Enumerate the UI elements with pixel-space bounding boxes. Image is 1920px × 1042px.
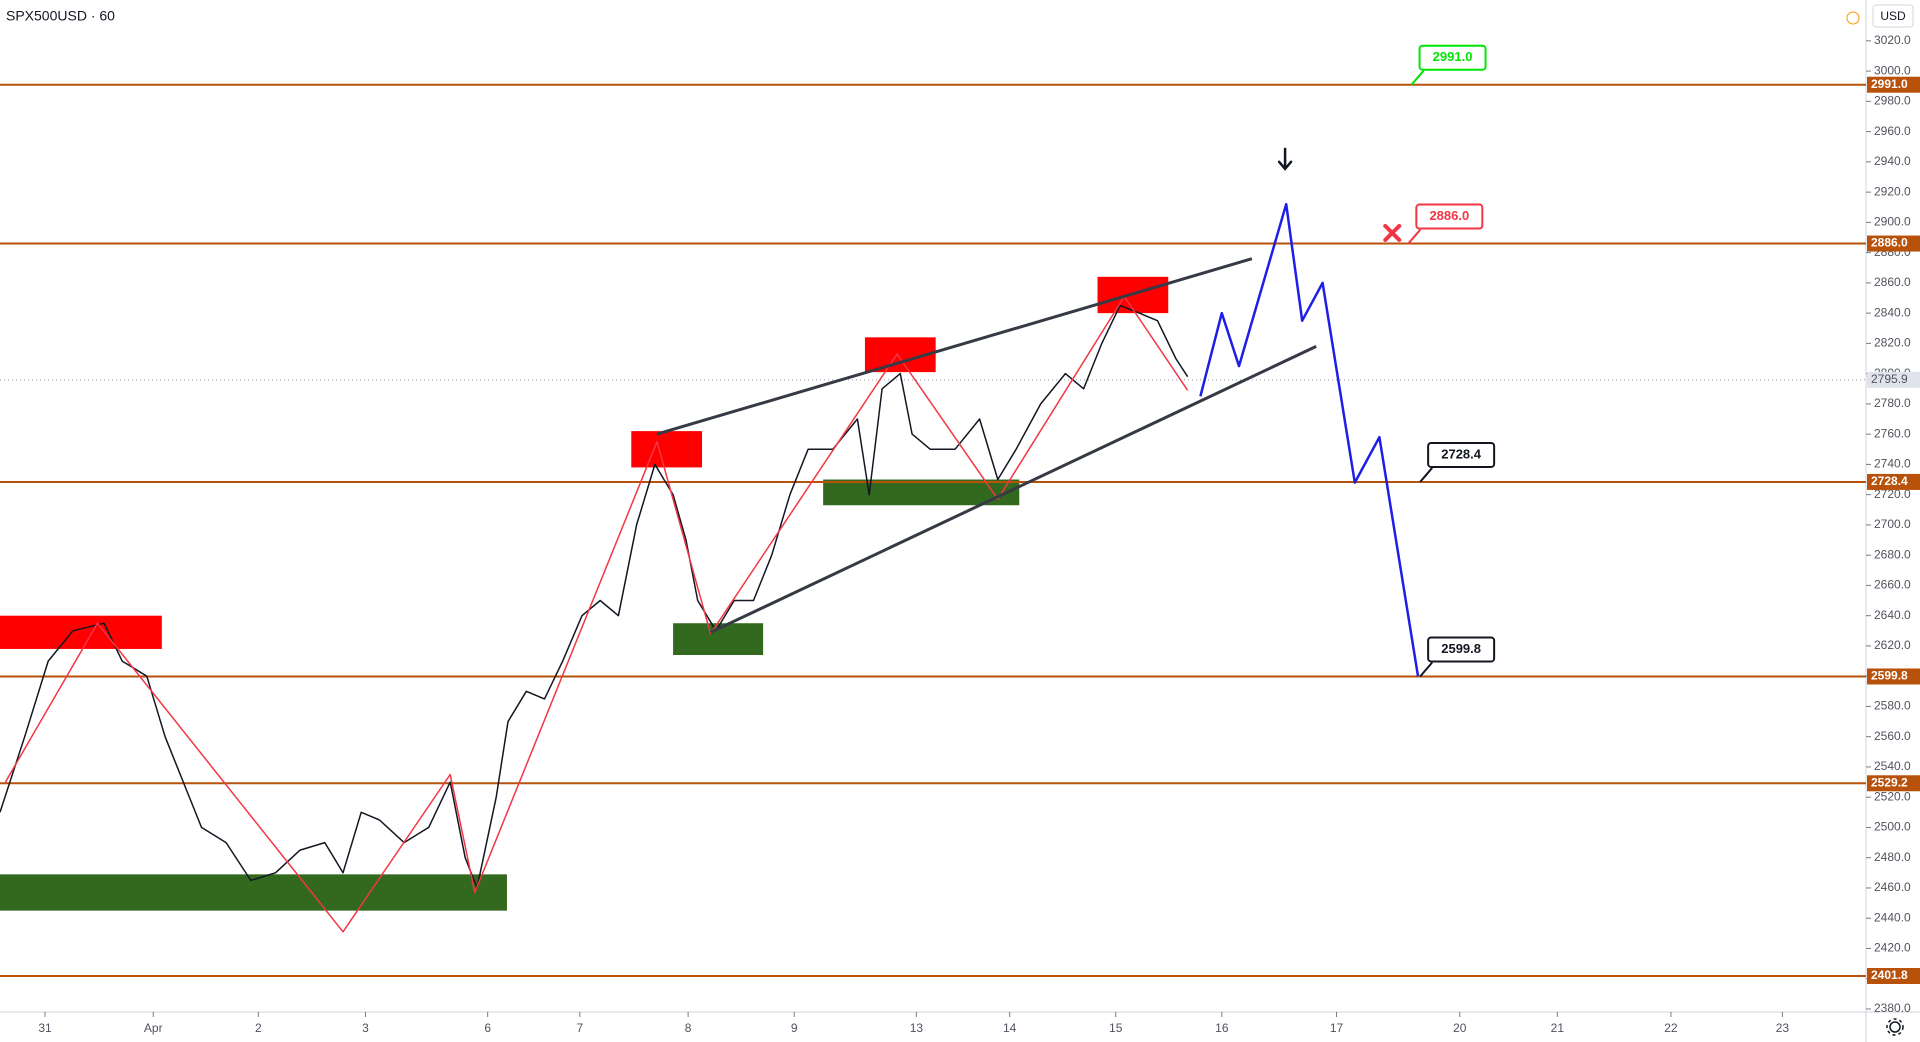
cross-marker (1383, 223, 1402, 242)
y-tick-label: 2980.0 (1874, 94, 1911, 108)
currency: USD (1880, 9, 1906, 23)
zone (0, 874, 507, 911)
y-tick-label: 2640.0 (1874, 608, 1911, 622)
callout-box (1418, 44, 1487, 71)
x-tick-label: Apr (144, 1021, 163, 1035)
x-tick-label: 22 (1664, 1021, 1678, 1035)
y-tick-label: 2660.0 (1874, 578, 1911, 592)
y-tick-label: 2440.0 (1874, 910, 1911, 924)
currency-box[interactable] (1872, 4, 1914, 28)
y-tick-label: 2900.0 (1874, 215, 1911, 229)
overlay: 2991.0 2886.0 2728.4 2599.8 (4, 44, 1496, 933)
x-tick-label: 13 (910, 1021, 924, 1035)
x-tick-label: 14 (1003, 1021, 1017, 1035)
callout-pointer (1419, 467, 1433, 483)
x-tick-label: 2 (255, 1021, 262, 1035)
callout-pointer (1407, 228, 1422, 245)
callout-box (1427, 636, 1496, 663)
y-tick-label: 2540.0 (1874, 759, 1911, 773)
y-tick-label: 2460.0 (1874, 880, 1911, 894)
callout-label: 2886.0 (1429, 208, 1469, 223)
zigzag-line (4, 295, 1189, 933)
current-price-label: 2795.9 (1871, 372, 1908, 386)
x-tick-label: 15 (1109, 1021, 1123, 1035)
projection-line (1199, 202, 1420, 677)
x-tick-label: 6 (484, 1021, 491, 1035)
level-axis-label: 2991.0 (1871, 77, 1908, 91)
level-axis-box (1867, 473, 1920, 490)
level-axis-box (1867, 76, 1920, 93)
y-tick-label: 2560.0 (1874, 729, 1911, 743)
arrow-marker (1277, 147, 1293, 171)
channel-line (656, 257, 1253, 436)
axes: 3020.0 3000.0 2980.0 2960.0 2940.0 2920.0 2900… (38, 33, 1920, 1035)
x-tick-label: 9 (791, 1021, 798, 1035)
zone (631, 431, 703, 468)
x-tick-label: 23 (1776, 1021, 1790, 1035)
x-tick-label: 3 (362, 1021, 369, 1035)
current-price-box (1867, 371, 1920, 388)
level-axis-label: 2728.4 (1871, 474, 1908, 488)
y-tick-label: 2680.0 (1874, 547, 1911, 561)
y-tick-label: 2940.0 (1874, 154, 1911, 168)
callout-pointer (1419, 661, 1433, 678)
level-axis-box (1867, 668, 1920, 685)
y-tick-label: 2500.0 (1874, 820, 1911, 834)
channel-line (709, 345, 1317, 634)
y-tick-label: 2960.0 (1874, 124, 1911, 138)
alert-icon[interactable] (1846, 11, 1860, 25)
y-tick-label: 2420.0 (1874, 941, 1911, 955)
x-tick-label: 20 (1453, 1021, 1467, 1035)
x-tick-label: 16 (1215, 1021, 1229, 1035)
y-tick-label: 2480.0 (1874, 850, 1911, 864)
x-tick-label: 8 (685, 1021, 692, 1035)
callout-label: 2991.0 (1433, 49, 1473, 64)
y-tick-label: 2720.0 (1874, 487, 1911, 501)
price-line (0, 304, 1189, 889)
x-tick-label: 7 (576, 1021, 583, 1035)
y-tick-label: 2920.0 (1874, 184, 1911, 198)
x-tick-label: 21 (1551, 1021, 1565, 1035)
y-tick-label: 2760.0 (1874, 426, 1911, 440)
y-tick-label: 2740.0 (1874, 457, 1911, 471)
settings-icon[interactable] (1886, 1018, 1904, 1036)
symbol-title[interactable]: SPX500USD · 60 (6, 8, 115, 24)
y-tick-label: 3000.0 (1874, 63, 1911, 77)
y-tick-label: 2700.0 (1874, 517, 1911, 531)
level-axis-box (1867, 775, 1920, 792)
callout-pointer (1410, 70, 1425, 86)
x-tick-label: 31 (38, 1021, 52, 1035)
callout-box (1415, 203, 1484, 230)
callout-label: 2599.8 (1441, 641, 1481, 656)
y-tick-label: 2520.0 (1874, 789, 1911, 803)
level-axis-box (1867, 235, 1920, 252)
y-tick-label: 2840.0 (1874, 305, 1911, 319)
y-tick-label: 2860.0 (1874, 275, 1911, 289)
level-axis-label: 2886.0 (1871, 236, 1908, 250)
y-tick-label: 2820.0 (1874, 336, 1911, 350)
level-axis-label: 2529.2 (1871, 775, 1908, 789)
y-tick-label: 2380.0 (1874, 1001, 1911, 1015)
level-axis-label: 2401.8 (1871, 968, 1908, 982)
y-tick-label: 3020.0 (1874, 33, 1911, 47)
y-tick-label: 2780.0 (1874, 396, 1911, 410)
y-tick-label: 2580.0 (1874, 699, 1911, 713)
callout-box (1427, 441, 1496, 468)
x-tick-label: 17 (1330, 1021, 1344, 1035)
level-axis-box (1867, 967, 1920, 984)
level-axis-label: 2599.8 (1871, 669, 1908, 683)
zone (0, 615, 162, 649)
callout-label: 2728.4 (1441, 446, 1482, 461)
y-tick-label: 2620.0 (1874, 638, 1911, 652)
